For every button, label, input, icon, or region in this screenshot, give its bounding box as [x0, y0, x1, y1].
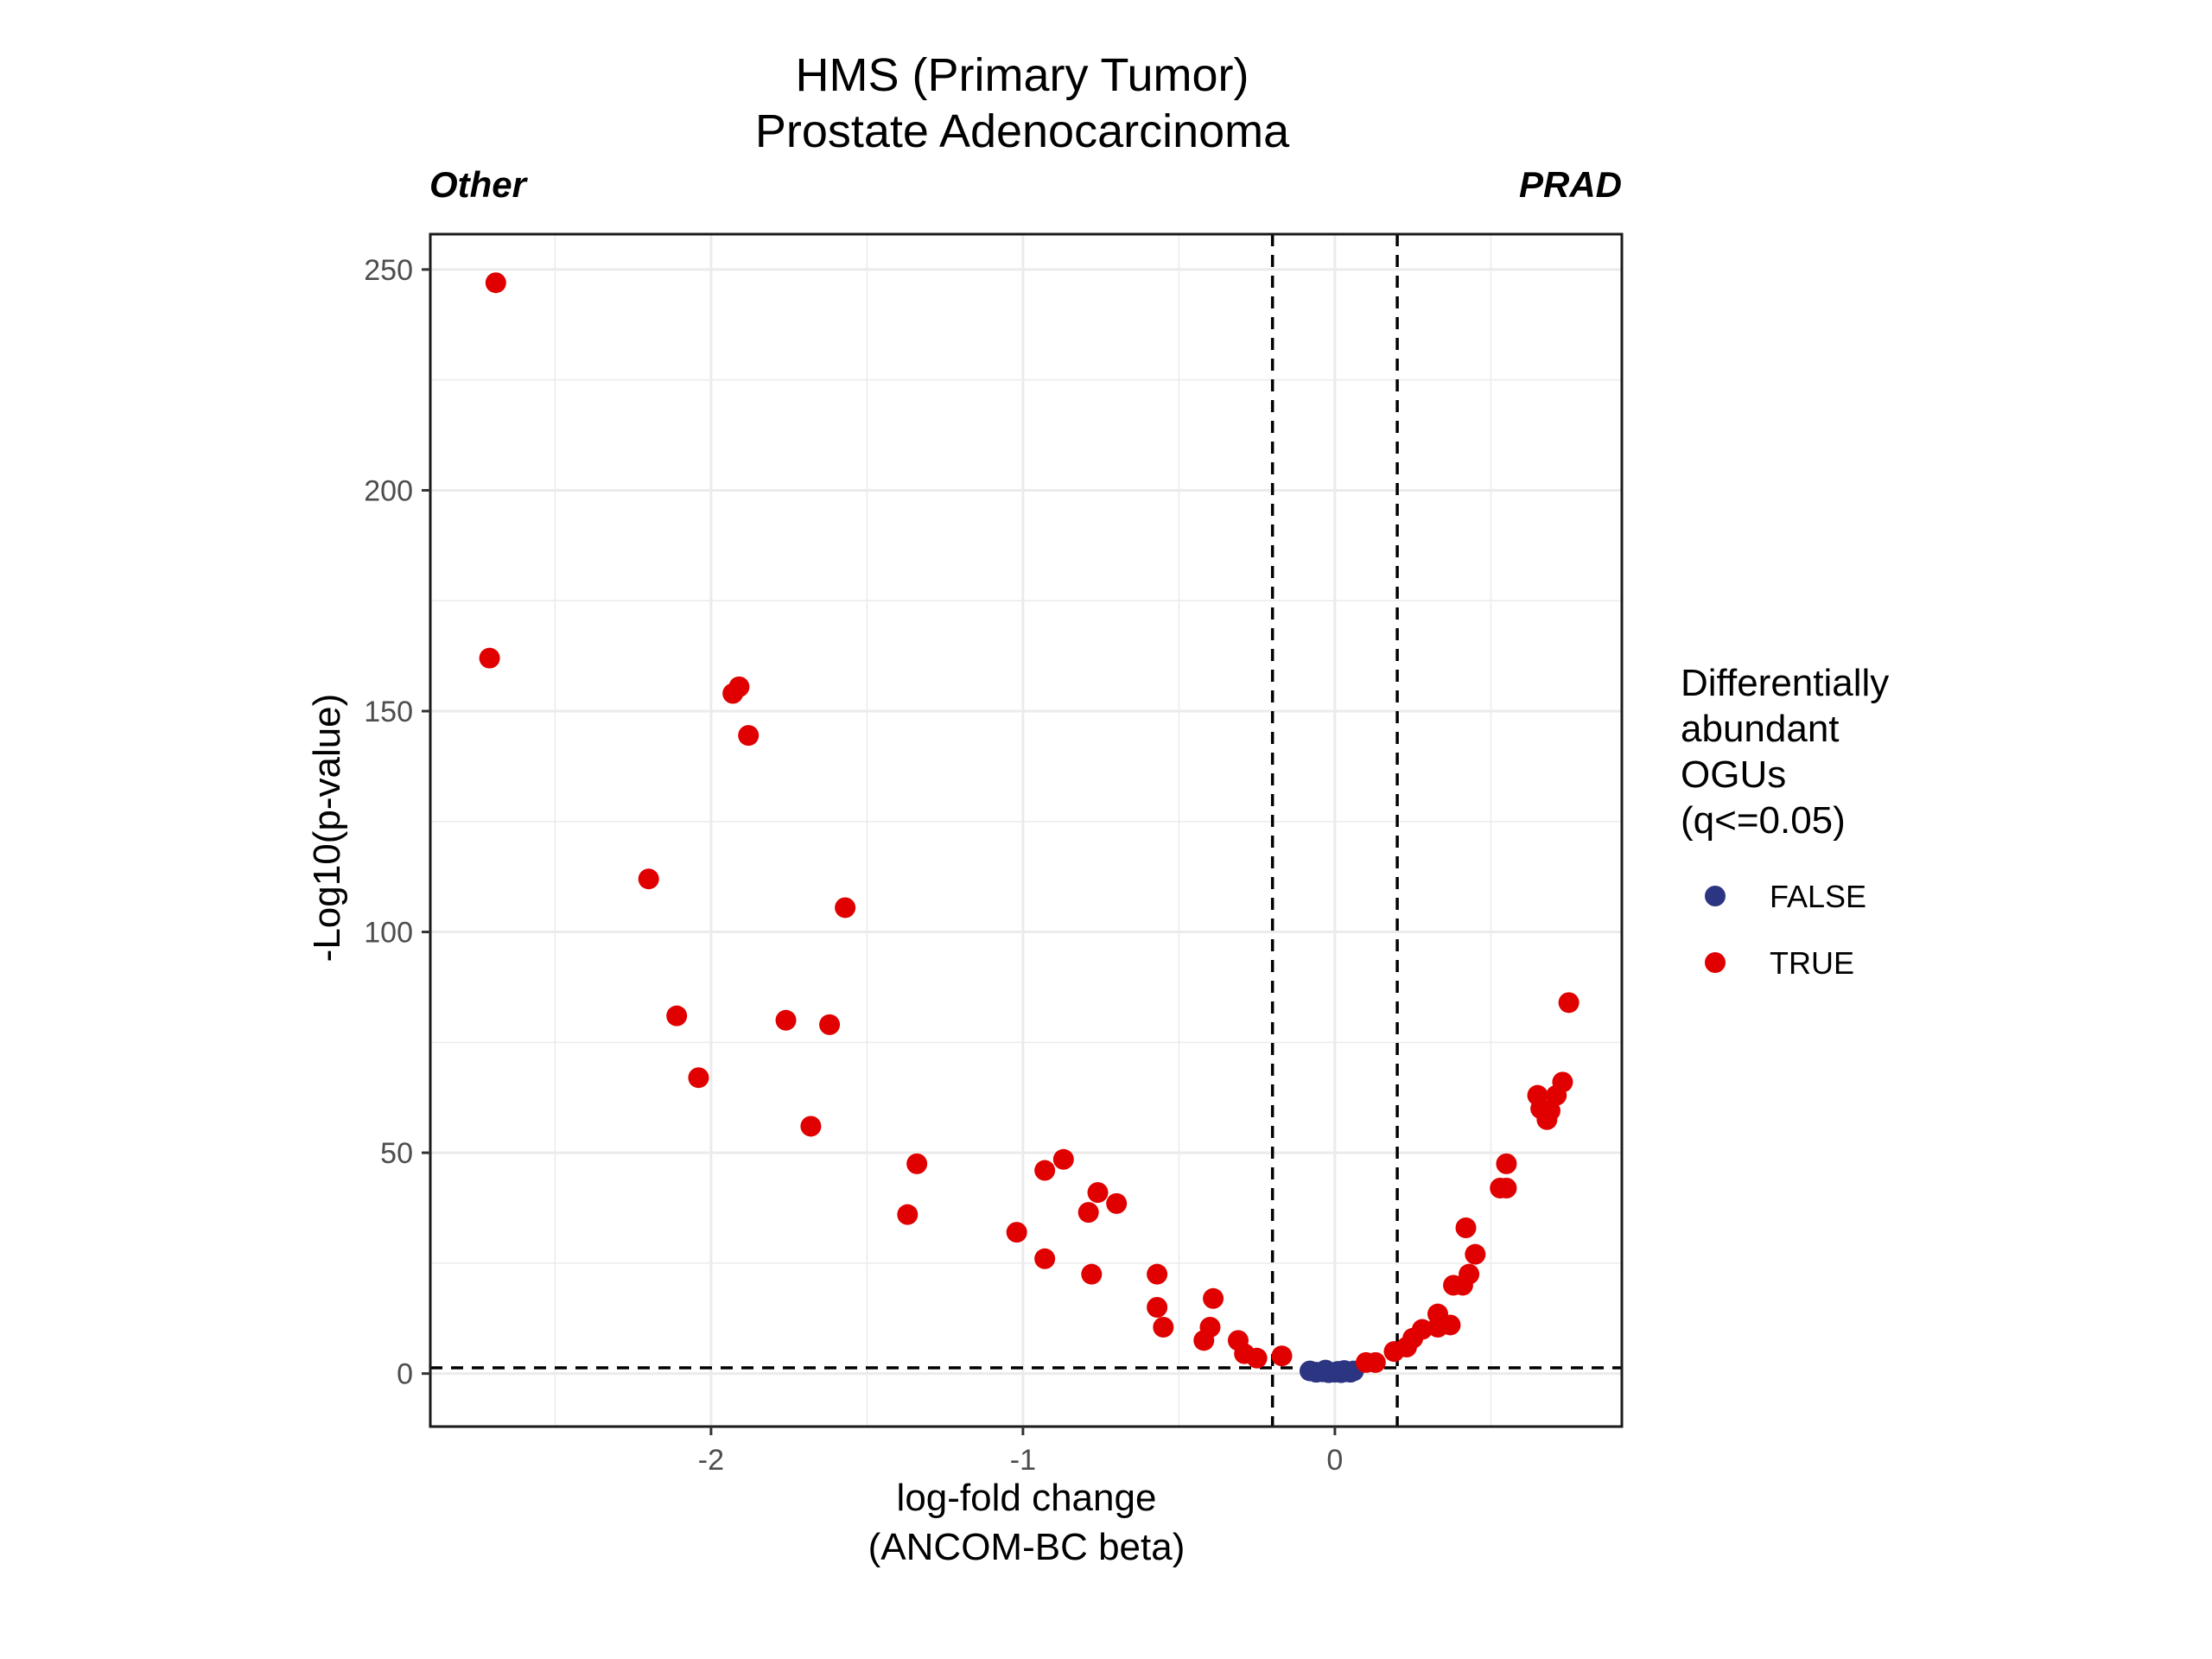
- legend-items: FALSE TRUE: [1705, 879, 1866, 981]
- data-point-true: [1081, 1263, 1103, 1285]
- data-point-true: [1077, 1202, 1099, 1224]
- y-tick-label: 150: [364, 696, 413, 728]
- legend-title-line-3: OGUs: [1681, 753, 1786, 796]
- y-tick-label: 50: [380, 1137, 413, 1170]
- chart-title-line-1: HMS (Primary Tumor): [796, 49, 1249, 101]
- legend-key-true: [1705, 952, 1726, 973]
- data-point-true: [1147, 1263, 1168, 1285]
- grid-layer: [430, 234, 1622, 1427]
- data-point-true: [1052, 1148, 1074, 1170]
- legend-label-true: TRUE: [1770, 945, 1854, 981]
- data-point-true: [1558, 992, 1580, 1014]
- data-point-true: [738, 725, 760, 747]
- data-point-true: [1203, 1287, 1224, 1309]
- data-point-true: [1459, 1263, 1480, 1285]
- y-tick-label: 100: [364, 917, 413, 950]
- reference-lines: [430, 234, 1622, 1427]
- x-tick-label: 0: [1326, 1444, 1343, 1477]
- legend-title-line-4: (q<=0.05): [1681, 799, 1846, 842]
- plot-background: [430, 234, 1622, 1427]
- data-point-true: [1411, 1319, 1433, 1340]
- data-point-false: [1333, 1360, 1355, 1382]
- axis-ticks: -2 -1 0 0 50 100 150 200 250: [364, 254, 1343, 1477]
- corner-label-prad: PRAD: [1519, 164, 1622, 205]
- legend: Differentially abundant OGUs (q<=0.05) F…: [1681, 662, 1889, 981]
- data-point-true: [1496, 1178, 1517, 1198]
- data-point-true: [1455, 1217, 1477, 1238]
- legend-title-line-1: Differentially: [1681, 662, 1889, 704]
- plot-frame: [429, 232, 1624, 1428]
- data-point-true: [819, 1014, 841, 1035]
- data-point-true: [1465, 1243, 1486, 1265]
- data-point-true: [1364, 1351, 1386, 1373]
- x-tick-label: -1: [1010, 1444, 1036, 1477]
- data-point-true: [1106, 1192, 1128, 1214]
- data-point-true: [1034, 1160, 1056, 1181]
- corner-label-other: Other: [429, 164, 529, 205]
- data-point-true: [1496, 1153, 1517, 1174]
- data-point-true: [1552, 1071, 1573, 1093]
- x-tick-label: -2: [698, 1444, 724, 1477]
- y-axis-title: -Log10(p-value): [306, 694, 348, 963]
- data-point-true: [1006, 1222, 1027, 1243]
- data-point-true: [479, 647, 500, 669]
- data-point-true: [906, 1153, 928, 1174]
- data-point-true: [775, 1009, 797, 1031]
- data-point-true: [485, 272, 506, 294]
- data-point-true: [1193, 1330, 1215, 1351]
- data-point-true: [800, 1116, 822, 1137]
- data-point-true: [1271, 1345, 1293, 1367]
- data-point-true: [1246, 1347, 1268, 1369]
- data-point-false: [1315, 1359, 1337, 1381]
- x-axis-title-line-2: (ANCOM-BC beta): [868, 1526, 1185, 1568]
- data-point-true: [835, 897, 856, 918]
- data-point-true: [1440, 1314, 1461, 1336]
- y-tick-label: 250: [364, 254, 413, 287]
- data-point-true: [666, 1005, 688, 1027]
- legend-key-false: [1705, 886, 1726, 906]
- data-point-true: [897, 1204, 918, 1225]
- x-axis-title-line-1: log-fold change: [897, 1477, 1157, 1519]
- y-tick-label: 200: [364, 474, 413, 507]
- data-point-true: [1147, 1297, 1168, 1318]
- chart-title-line-2: Prostate Adenocarcinoma: [755, 105, 1290, 157]
- data-point-true: [1034, 1248, 1056, 1269]
- data-point-true: [1087, 1182, 1109, 1204]
- data-point-true: [638, 868, 659, 890]
- legend-title-line-2: abundant: [1681, 708, 1840, 750]
- y-tick-label: 0: [397, 1358, 413, 1391]
- data-points: [479, 272, 1580, 1383]
- data-point-true: [722, 683, 744, 704]
- data-point-true: [1153, 1317, 1174, 1338]
- legend-label-false: FALSE: [1770, 879, 1866, 914]
- data-point-true: [688, 1067, 709, 1089]
